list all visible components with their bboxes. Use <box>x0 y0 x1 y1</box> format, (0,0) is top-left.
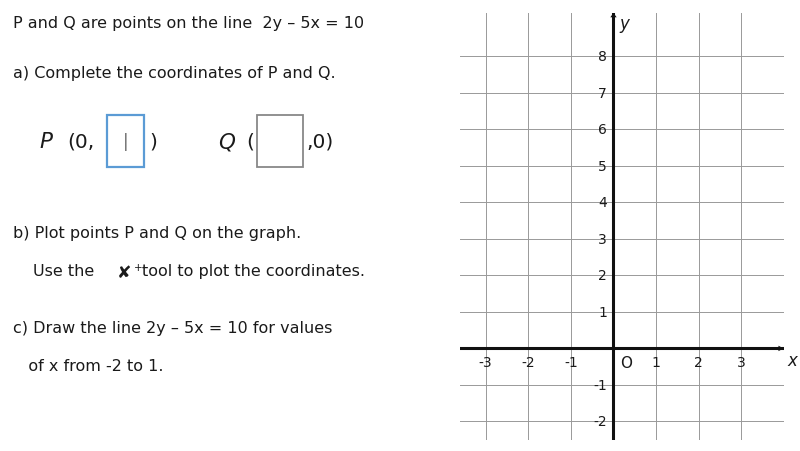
Text: Use the: Use the <box>33 264 99 279</box>
Text: $\it{Q}$: $\it{Q}$ <box>218 131 236 153</box>
Text: 3: 3 <box>737 355 746 369</box>
Text: -1: -1 <box>564 355 578 369</box>
Text: 4: 4 <box>598 196 607 210</box>
Text: -3: -3 <box>478 355 492 369</box>
Text: 2: 2 <box>694 355 703 369</box>
Text: c) Draw the line 2y – 5x = 10 for values: c) Draw the line 2y – 5x = 10 for values <box>13 320 333 335</box>
Text: -2: -2 <box>522 355 535 369</box>
Text: +: + <box>134 262 142 272</box>
Text: y: y <box>619 15 629 33</box>
FancyBboxPatch shape <box>258 116 303 168</box>
Text: of x from -2 to 1.: of x from -2 to 1. <box>13 359 163 373</box>
FancyArrow shape <box>610 14 617 23</box>
Text: ): ) <box>149 133 157 152</box>
Text: $\it{P}$: $\it{P}$ <box>39 132 54 152</box>
Text: O: O <box>620 355 632 370</box>
Text: (: ( <box>246 133 254 152</box>
Text: 8: 8 <box>598 50 607 64</box>
Text: ✘: ✘ <box>117 264 131 282</box>
Text: 1: 1 <box>598 305 607 319</box>
Text: 2: 2 <box>598 269 607 283</box>
Text: b) Plot points P and Q on the graph.: b) Plot points P and Q on the graph. <box>13 226 302 240</box>
Text: 1: 1 <box>652 355 661 369</box>
Text: |: | <box>122 133 128 151</box>
Text: (0,: (0, <box>67 133 95 152</box>
FancyArrow shape <box>776 346 783 351</box>
Text: -1: -1 <box>594 378 607 392</box>
Text: 3: 3 <box>598 232 607 246</box>
Text: -2: -2 <box>594 414 607 428</box>
Text: 6: 6 <box>598 123 607 137</box>
Text: tool to plot the coordinates.: tool to plot the coordinates. <box>142 264 365 279</box>
Text: P and Q are points on the line  2y – 5x = 10: P and Q are points on the line 2y – 5x =… <box>13 16 364 31</box>
Text: x: x <box>787 351 798 369</box>
Text: a) Complete the coordinates of P and Q.: a) Complete the coordinates of P and Q. <box>13 65 336 80</box>
Text: ,0): ,0) <box>306 133 334 152</box>
Text: 7: 7 <box>598 87 607 101</box>
FancyBboxPatch shape <box>107 116 144 168</box>
Text: 5: 5 <box>598 160 607 174</box>
